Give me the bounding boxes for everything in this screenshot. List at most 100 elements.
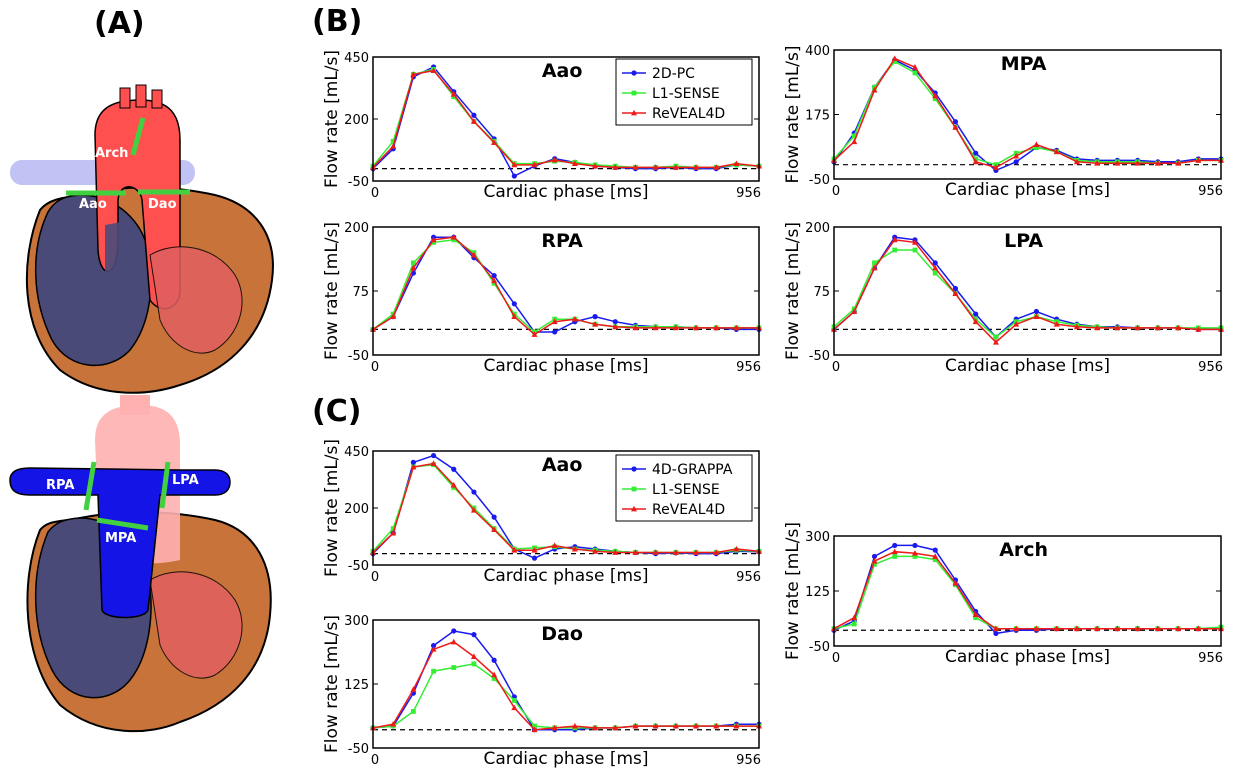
data-point (872, 561, 877, 567)
data-point (992, 164, 999, 170)
legend-entry: L1-SENSE (652, 86, 720, 102)
data-point (1094, 625, 1101, 632)
data-point (1114, 625, 1121, 632)
y-tick-label: -50 (348, 175, 369, 190)
data-point (932, 260, 938, 266)
data-point (713, 722, 720, 729)
legend-marker (631, 466, 637, 472)
data-point (891, 548, 898, 555)
chart-c-arch: -50 125 300 0 956 Arch Cardiac phase [ms] Flow … (783, 522, 1224, 667)
data-point (552, 329, 558, 335)
data-point (491, 676, 497, 681)
y-tick-label: 450 (344, 445, 369, 460)
data-point (912, 70, 918, 76)
data-point (531, 555, 538, 561)
data-point (612, 724, 619, 731)
data-point (430, 236, 437, 243)
data-point (1033, 625, 1040, 632)
data-point (1195, 326, 1202, 332)
data-point (431, 668, 436, 674)
data-point (672, 722, 679, 729)
data-point (410, 459, 416, 465)
data-point (632, 722, 639, 729)
series-line (833, 59, 1221, 172)
y-tick-label: 450 (344, 51, 369, 66)
data-point (892, 59, 898, 64)
data-point (1195, 157, 1202, 163)
y-tick-label: 75 (352, 285, 369, 300)
legend-marker (631, 109, 637, 116)
data-point (892, 554, 898, 559)
plane-lpa (159, 461, 171, 509)
data-point (713, 324, 720, 331)
x-tick-label: 0 (371, 753, 379, 768)
data-point (390, 313, 397, 319)
y-tick-label: 125 (344, 678, 369, 693)
data-point (1073, 158, 1080, 165)
data-point (733, 160, 740, 167)
legend-entry: ReVEAL4D (652, 502, 725, 518)
data-point (430, 646, 437, 652)
x-tick-label: 0 (832, 651, 840, 666)
data-point (511, 546, 518, 553)
data-point (470, 251, 477, 258)
data-point (733, 722, 740, 729)
data-point (1034, 145, 1039, 150)
data-point (972, 318, 979, 325)
y-axis-label: Flow rate [mL/s] (322, 50, 342, 188)
data-point (571, 315, 578, 322)
data-point (851, 138, 858, 145)
data-point (851, 308, 858, 314)
y-tick-label: 300 (344, 614, 369, 629)
series-line (372, 69, 760, 169)
y-axis-label: Flow rate [mL/s] (322, 615, 342, 753)
series-l1-sense (831, 59, 1224, 168)
data-point (431, 239, 436, 245)
data-point (871, 264, 878, 271)
chart-c-dao: -50 125 300 0 956 Dao Cardiac phase [ms] Flow r… (322, 614, 762, 769)
x-axis-label: Cardiac phase [ms] (483, 749, 648, 769)
data-point (410, 264, 417, 271)
data-point (471, 112, 477, 118)
data-point (693, 164, 700, 170)
data-point (612, 323, 619, 330)
data-point (511, 161, 518, 168)
data-point (470, 507, 477, 513)
data-point (451, 94, 457, 100)
data-point (851, 621, 857, 627)
data-point (612, 164, 619, 170)
data-point (1033, 308, 1040, 315)
label-lpa: LPA (172, 473, 199, 488)
data-point (872, 260, 877, 266)
y-tick-label: -50 (348, 349, 369, 364)
y-tick-label: -50 (809, 349, 830, 364)
data-point (891, 236, 898, 243)
data-point (1134, 625, 1141, 632)
data-point (531, 546, 538, 553)
data-point (1154, 160, 1161, 166)
data-point (1033, 313, 1040, 319)
x-tick-label: 0 (832, 184, 840, 199)
data-point (1094, 160, 1101, 166)
x-tick-label: 956 (736, 753, 761, 768)
data-point (1195, 625, 1202, 632)
data-point (1175, 625, 1182, 632)
x-axis-label: Cardiac phase [ms] (945, 647, 1110, 667)
legend-box (615, 58, 753, 126)
y-tick-label: 300 (805, 530, 830, 545)
data-point (430, 460, 437, 466)
plane-arch (130, 117, 146, 156)
data-point (652, 164, 659, 170)
data-point (972, 158, 979, 165)
y-axis-label: Flow rate [mL/s] (783, 222, 803, 360)
data-point (1013, 321, 1020, 327)
data-point (713, 164, 720, 170)
data-point (973, 615, 979, 621)
data-point (952, 124, 959, 130)
legend-entry: 4D-GRAPPA (652, 462, 733, 478)
data-point (1114, 324, 1121, 331)
x-axis-label: Cardiac phase [ms] (945, 180, 1110, 200)
data-point (632, 549, 639, 555)
data-point (932, 547, 938, 553)
data-point (551, 542, 558, 549)
